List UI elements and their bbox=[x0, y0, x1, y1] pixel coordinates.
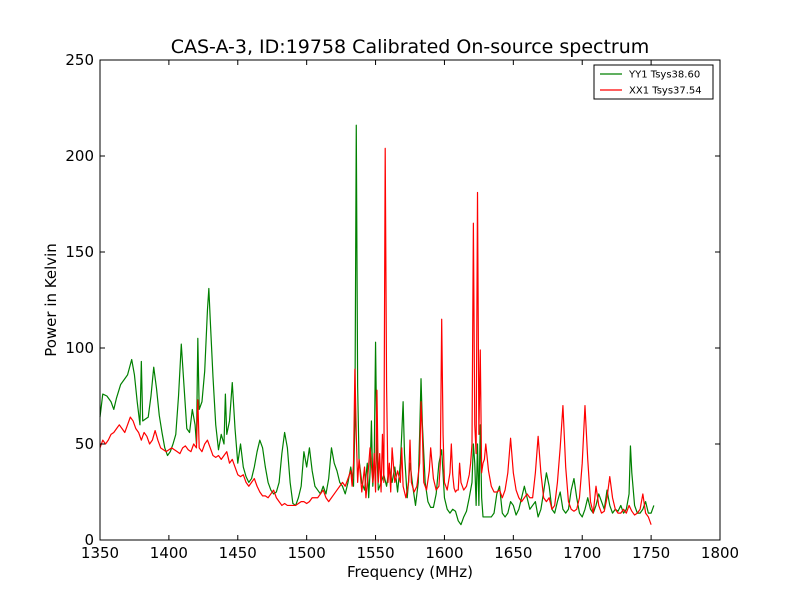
chart-title: CAS-A-3, ID:19758 Calibrated On-source s… bbox=[171, 36, 650, 58]
x-tick-label: 1600 bbox=[425, 544, 463, 562]
y-tick-label: 100 bbox=[65, 339, 94, 357]
x-axis-label: Frequency (MHz) bbox=[347, 563, 473, 581]
series-layer bbox=[99, 124, 655, 526]
x-tick-label: 1700 bbox=[563, 544, 601, 562]
y-axis: 0 50 100 150 200 250 bbox=[65, 51, 720, 549]
legend-label-yy1: YY1 Tsys38.60 bbox=[628, 70, 700, 81]
x-axis: 1350 1400 1450 1500 1550 1600 1650 1700 1750 1800 bbox=[81, 60, 739, 562]
x-tick-label: 1500 bbox=[288, 544, 326, 562]
x-tick-label: 1800 bbox=[701, 544, 739, 562]
x-tick-label: 1350 bbox=[81, 544, 119, 562]
legend-label-xx1: XX1 Tsys37.54 bbox=[629, 86, 702, 97]
y-tick-label: 150 bbox=[65, 243, 94, 261]
x-tick-label: 1450 bbox=[219, 544, 257, 562]
legend: YY1 Tsys38.60 XX1 Tsys37.54 bbox=[593, 64, 714, 100]
series-line-1 bbox=[99, 147, 652, 525]
y-tick-label: 250 bbox=[65, 51, 94, 69]
y-tick-label: 200 bbox=[65, 147, 94, 165]
y-axis-label: Power in Kelvin bbox=[42, 243, 60, 357]
x-tick-label: 1650 bbox=[494, 544, 532, 562]
x-tick-label: 1550 bbox=[356, 544, 394, 562]
x-tick-label: 1750 bbox=[632, 544, 670, 562]
x-tick-label: 1400 bbox=[150, 544, 188, 562]
y-tick-label: 50 bbox=[75, 435, 94, 453]
legend-box bbox=[593, 64, 714, 100]
plot-area bbox=[100, 60, 720, 540]
plot-frame bbox=[99, 59, 721, 541]
y-tick-label: 0 bbox=[84, 531, 94, 549]
